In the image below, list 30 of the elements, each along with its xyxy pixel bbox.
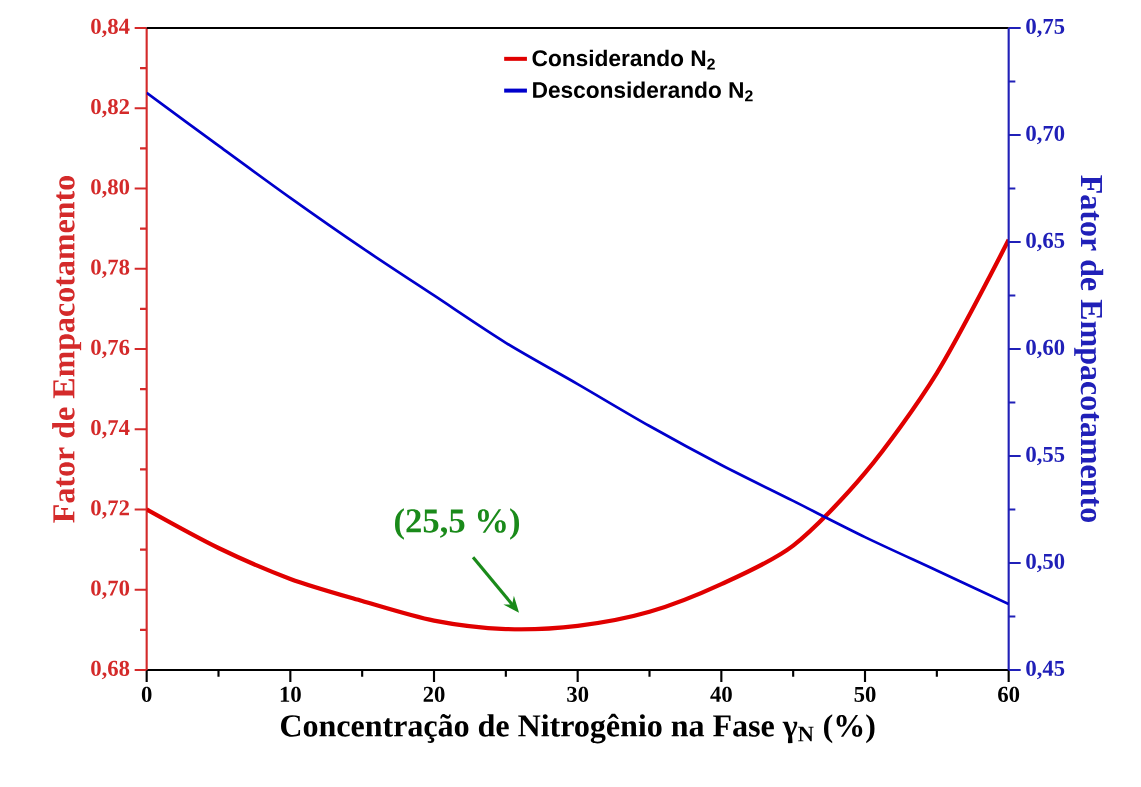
y2-axis-title: Fator de Empacotamento <box>1074 175 1104 522</box>
y2-tick-label: 0,60 <box>1026 339 1065 359</box>
y-tick-label: 0,72 <box>91 500 129 519</box>
x-tick-label: 30 <box>567 686 589 702</box>
y-axis-title: Fator de Empacotamento <box>52 176 82 523</box>
y2-tick-label: 0,65 <box>1026 232 1065 252</box>
annotation: (25,5 %) <box>395 508 520 540</box>
y2-tick-label: 0,55 <box>1026 446 1065 466</box>
x-tick-label: 50 <box>854 686 876 702</box>
y-tick-label: 0,80 <box>91 179 130 198</box>
y-tick-label: 0,78 <box>91 259 130 279</box>
y-tick-label: 0,82 <box>91 98 129 118</box>
x-tick-label: 20 <box>423 686 445 702</box>
legend-label: Desconsiderando N$_{2}$ <box>533 81 753 102</box>
y-tick-label: 0,70 <box>91 580 130 600</box>
x-axis-title: Concentração de Nitrogênio na Fase γ$_{N}$ (%) <box>281 713 875 744</box>
legend-label: Considerando N$_{2}$ <box>532 49 715 70</box>
x-tick-label: 40 <box>710 686 732 702</box>
y2-tick-label: 0,75 <box>1026 18 1065 38</box>
y2-tick-label: 0,50 <box>1026 553 1065 573</box>
y-tick-label: 0,74 <box>91 419 130 439</box>
x-tick-label: 10 <box>280 686 301 702</box>
line-series <box>146 237 1009 632</box>
y-tick-label: 0,84 <box>91 18 130 38</box>
x-tick-label: 60 <box>998 686 1020 702</box>
y2-tick-label: 0,45 <box>1026 660 1065 680</box>
x-tick-label: 0 <box>141 686 152 702</box>
y-tick-label: 0,76 <box>91 339 130 359</box>
y2-tick-label: 0,70 <box>1026 125 1065 145</box>
y-tick-label: 0,68 <box>91 660 130 680</box>
